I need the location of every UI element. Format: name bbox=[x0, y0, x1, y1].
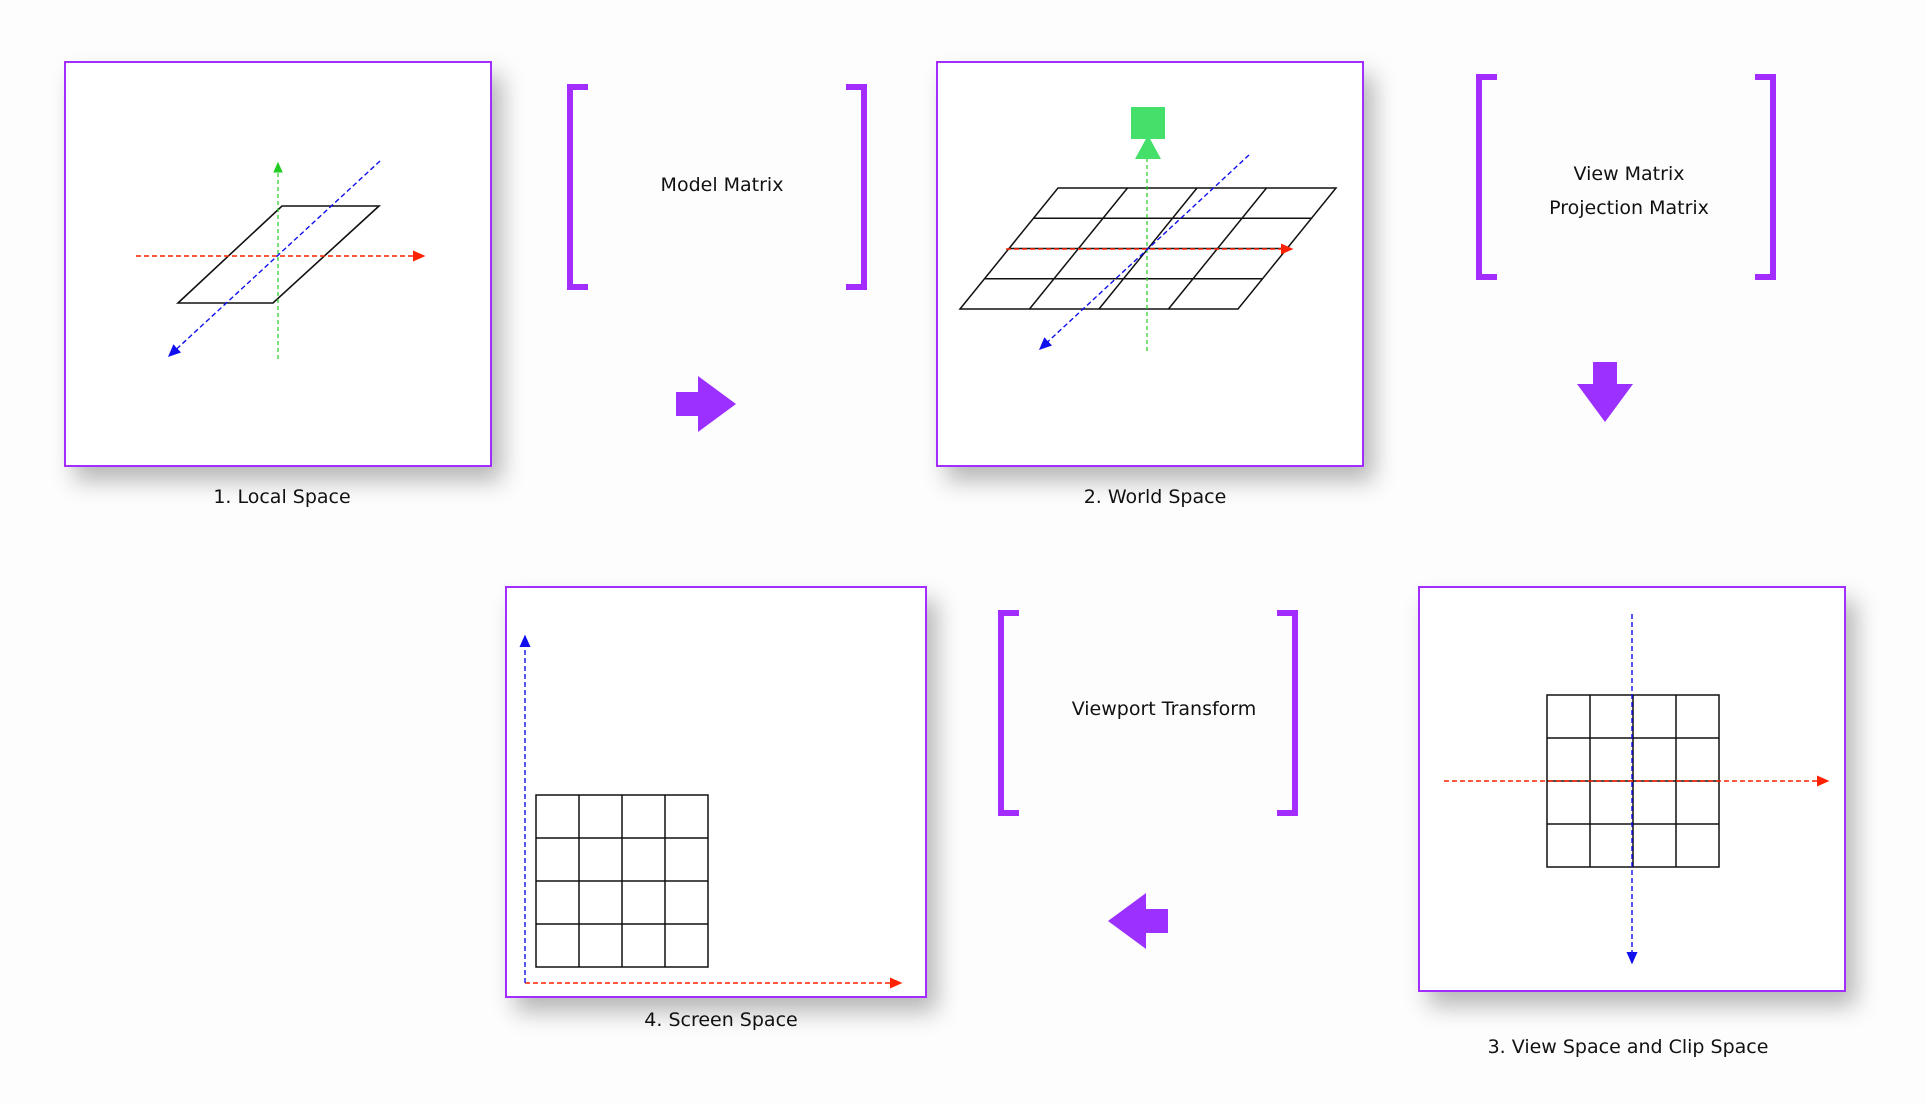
arrow-left-icon bbox=[1108, 893, 1168, 949]
view-clip-space-diagram bbox=[1444, 614, 1830, 965]
world-space-panel bbox=[936, 61, 1364, 467]
arrow-down-icon bbox=[1577, 362, 1633, 422]
viewport-bracket-right bbox=[1277, 610, 1298, 816]
screen-grid bbox=[535, 794, 709, 968]
world-space-caption: 2. World Space bbox=[1083, 486, 1227, 508]
z-axis bbox=[167, 160, 381, 357]
arrow-right-icon bbox=[676, 376, 736, 432]
view-clip-space-panel bbox=[1418, 586, 1846, 992]
world-space-diagram bbox=[958, 107, 1338, 351]
viewport-bracket-left bbox=[998, 610, 1019, 816]
model-matrix-bracket-left bbox=[567, 84, 588, 290]
view-projection-bracket-left bbox=[1476, 74, 1497, 280]
local-space-panel bbox=[64, 61, 492, 467]
view-projection-label: View Matrix Projection Matrix bbox=[1549, 157, 1709, 225]
local-space-caption: 1. Local Space bbox=[213, 486, 351, 508]
viewport-transform-line: Viewport Transform bbox=[1071, 698, 1257, 720]
model-matrix-line: Model Matrix bbox=[660, 174, 784, 196]
local-space-diagram bbox=[136, 160, 426, 359]
model-matrix-bracket-right bbox=[846, 84, 867, 290]
camera-icon bbox=[1131, 107, 1165, 159]
plane-quad bbox=[175, 205, 382, 304]
view-projection-bracket-right bbox=[1755, 74, 1776, 280]
view-clip-space-caption: 3. View Space and Clip Space bbox=[1487, 1036, 1769, 1058]
screen-space-diagram bbox=[519, 634, 903, 989]
screen-space-panel bbox=[505, 586, 927, 998]
screen-space-caption: 4. Screen Space bbox=[644, 1009, 798, 1031]
viewport-transform-label: Viewport Transform bbox=[1072, 692, 1257, 726]
model-matrix-label: Model Matrix bbox=[661, 168, 784, 202]
view-matrix-line: View Matrix bbox=[1573, 163, 1685, 185]
projection-matrix-line: Projection Matrix bbox=[1549, 197, 1709, 219]
